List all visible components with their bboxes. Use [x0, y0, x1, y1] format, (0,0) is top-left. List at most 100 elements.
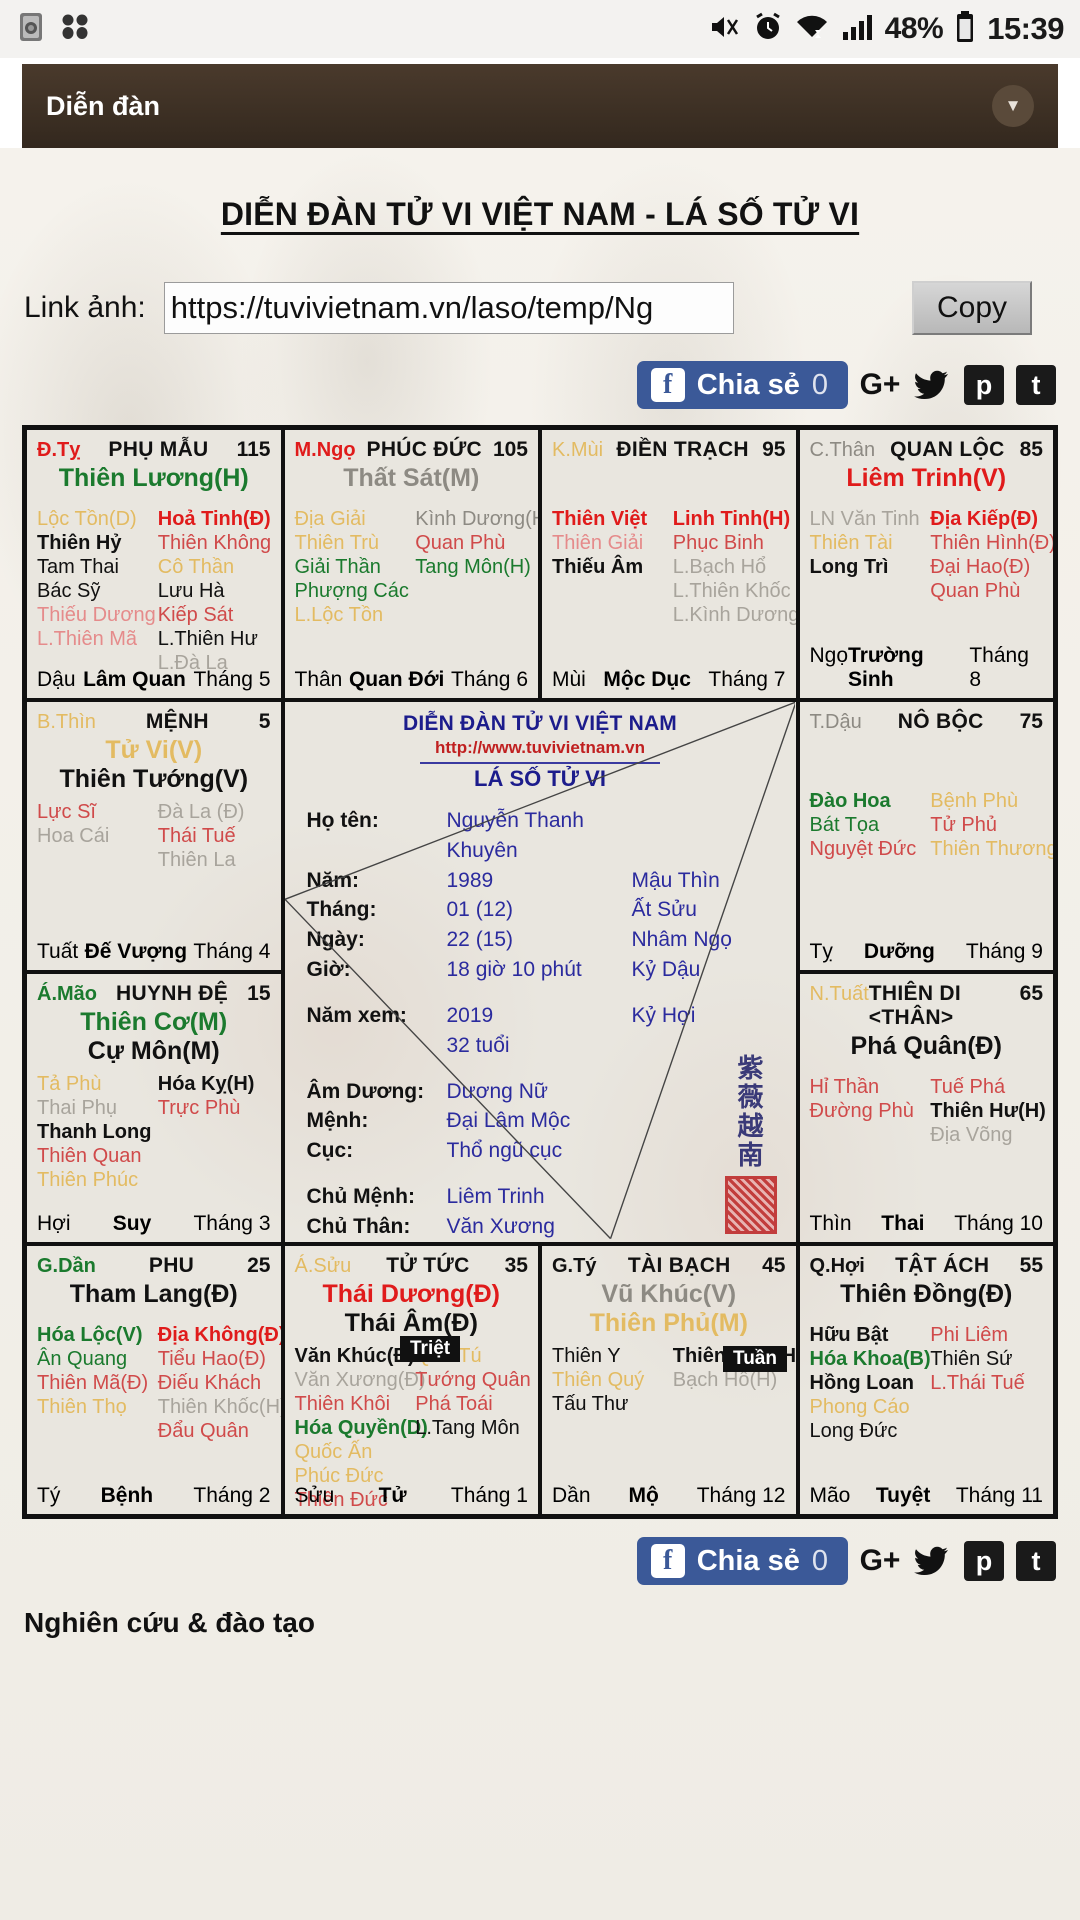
android-status-bar: 48% 15:39	[0, 0, 1080, 58]
cell-phase: Tuyệt	[875, 1484, 931, 1507]
cell-phase: Mộ	[628, 1484, 659, 1507]
cell-left-stars: LN Văn Tinh Thiên Tài Long Trì	[809, 508, 920, 578]
chart-cell[interactable]: N.Tuất THIÊN DI <THÂN> 65 Phá Quân(Đ) Hỉ T…	[797, 972, 1055, 1244]
chart-cell[interactable]: G.Dần PHU 25 Tham Lang(Đ) Hóa Lộc(V) Ân Qua…	[25, 1244, 283, 1516]
cell-branch-bottom: Dần	[552, 1484, 591, 1507]
cell-palace: ĐIỀN TRẠCH	[616, 438, 749, 461]
cell-left-stars: Lộc Tồn(D) Thiên Hỷ Tam Thai Bác Sỹ Thiếu Dư…	[37, 508, 156, 650]
cell-palace: TỬ TỨC	[386, 1254, 470, 1277]
cell-branch: K.Mùi	[552, 439, 604, 461]
alarm-icon	[753, 12, 783, 47]
cell-month: Tháng 6	[450, 668, 528, 691]
copy-button[interactable]: Copy	[912, 281, 1032, 335]
cell-branch: G.Tý	[552, 1255, 597, 1277]
chart-cell[interactable]: Đ.Tỵ PHỤ MẪU 115 Thiên Lương(H) Lộc Tồn(D)…	[25, 428, 283, 700]
tuan-tag: Tuần	[723, 1346, 787, 1372]
triet-tag: Triệt	[400, 1336, 461, 1362]
chart-cell[interactable]: C.Thân QUAN LỘC 85 Liêm Trinh(V) LN Văn Ti…	[797, 428, 1055, 700]
cell-right-stars: Phi Liêm Thiên Sứ L.Thái Tuế	[930, 1324, 1025, 1394]
chevron-down-icon[interactable]: ▼	[992, 85, 1034, 127]
birth-info-panel: DIỄN ĐÀN TỬ VI VIỆT NAM http://www.tuviv…	[282, 700, 798, 1244]
cell-age: 25	[247, 1254, 271, 1277]
twitter-icon[interactable]	[912, 365, 952, 405]
cell-branch-bottom: Tý	[37, 1484, 61, 1507]
cell-month: Tháng 8	[969, 644, 1029, 691]
pinterest-icon[interactable]: p	[964, 365, 1004, 405]
cell-left-stars: Lực Sĩ Hoa Cái	[37, 801, 110, 847]
cell-phase: Thai	[881, 1212, 925, 1235]
cell-age: 105	[492, 438, 528, 461]
cell-age: 35	[504, 1254, 528, 1277]
cell-left-stars: Hỉ Thần Đường Phù	[809, 1076, 914, 1122]
seal-char: 紫	[737, 1053, 764, 1084]
cell-age: 45	[762, 1254, 786, 1277]
chart-cell[interactable]: Á.Sửu TỬ TỨC 35 Thái Dương(Đ) Thái Âm(Đ) Vă…	[282, 1244, 540, 1516]
cell-branch: Á.Mão	[37, 983, 97, 1005]
cell-right-stars: Hoả Tinh(Đ) Thiên Không Cô Thần Lưu Hà Kiếp …	[157, 508, 272, 674]
facebook-share-button[interactable]: f Chia sẻ 0	[636, 361, 848, 409]
cell-age: 85	[1019, 438, 1043, 461]
cell-main-stars: Tham Lang(Đ)	[69, 1280, 238, 1308]
cell-right-stars: Đà La (Đ) Thái Tuế Thiên La	[157, 801, 245, 871]
chart-cell[interactable]: Á.Mão HUYNH ĐỆ 15 Thiên Cơ(M) Cự Môn(M) Tả …	[25, 972, 283, 1244]
cell-branch-bottom: Hợi	[37, 1212, 71, 1235]
cell-branch-bottom: Thân	[294, 668, 343, 691]
info-row: Năm: 1989 Mậu Thìn	[306, 868, 720, 892]
cell-age: 95	[762, 438, 786, 461]
cell-branch: Đ.Tỵ	[37, 439, 81, 461]
cell-main-stars: Thiên Đồng(Đ)	[840, 1280, 1013, 1308]
info-row: Họ tên: Nguyễn Thanh Khuyên	[306, 809, 584, 862]
battery-percent: 48%	[884, 12, 944, 45]
cell-palace: TÀI BẠCH	[627, 1254, 731, 1277]
cell-month: Tháng 4	[193, 940, 271, 963]
status-left-icons	[16, 11, 92, 48]
cell-phase: Quan Đới	[348, 668, 445, 691]
red-seal-stamp	[724, 1176, 777, 1234]
cell-main-stars: Phá Quân(Đ)	[850, 1032, 1002, 1060]
seal-char: 越	[737, 1111, 764, 1142]
apps-icon	[60, 13, 92, 46]
cell-phase: Đế Vượng	[84, 940, 188, 963]
cell-phase: Lâm Quan	[83, 668, 186, 691]
cell-phase: Suy	[112, 1212, 152, 1235]
cell-right-stars: Địa Kiếp(Đ) Thiên Hình(Đ) Đại Hao(Đ) Quan P…	[930, 508, 1055, 602]
mute-icon	[709, 12, 741, 47]
share-row-top: f Chia sẻ 0 G+ p t	[0, 361, 1080, 409]
cell-left-stars: Hóa Lộc(V) Ân Quang Thiên Mã(Đ) Thiên Thọ	[37, 1324, 149, 1418]
seal-char: 薇	[737, 1082, 764, 1113]
chart-cell[interactable]: Q.Hợi TẬT ÁCH 55 Thiên Đồng(Đ) Hữu Bật Hóa …	[797, 1244, 1055, 1516]
facebook-share-button[interactable]: f Chia sẻ 0	[636, 1537, 848, 1585]
seal-char: 南	[737, 1140, 764, 1171]
cell-branch: Á.Sửu	[294, 1255, 352, 1277]
chart-cell[interactable]: K.Mùi ĐIỀN TRẠCH 95 Thiên Việt Thiên Giải Th…	[540, 428, 798, 700]
chart-cell[interactable]: M.Ngọ PHÚC ĐỨC 105 Thất Sát(M) Địa Giải Thi…	[282, 428, 540, 700]
center-url: http://www.tuvivietnam.vn	[435, 738, 645, 757]
cell-palace: THIÊN DI <THÂN>	[868, 982, 962, 1029]
cell-phase: Tử	[378, 1484, 407, 1507]
tumblr-icon[interactable]: t	[1016, 1541, 1056, 1581]
status-right-icons: 48% 15:39	[709, 10, 1064, 48]
twitter-icon[interactable]	[912, 1541, 952, 1581]
google-plus-icon[interactable]: G+	[859, 368, 901, 401]
google-plus-icon[interactable]: G+	[859, 1544, 901, 1577]
chart-cell[interactable]: B.Thìn MỆNH 5 Tử Vi(V) Thiên Tướng(V) Lực S…	[25, 700, 283, 972]
clock-time: 15:39	[987, 11, 1064, 46]
chart-cell[interactable]: G.Tý TÀI BẠCH 45 Vũ Khúc(V) Thiên Phủ(M) Th…	[540, 1244, 798, 1516]
cell-month: Tháng 11	[955, 1484, 1043, 1507]
cell-palace: PHỤ MẪU	[108, 438, 209, 461]
cell-month: Tháng 7	[708, 668, 786, 691]
seal-block: 紫 薇 越 南	[720, 1053, 782, 1234]
pinterest-icon[interactable]: p	[964, 1541, 1004, 1581]
tumblr-icon[interactable]: t	[1016, 365, 1056, 405]
app-title: Diễn đàn	[46, 90, 161, 121]
chart-cell[interactable]: T.Dậu NÔ BỘC 75 Đào Hoa Bát Tọa Nguyệt Đức B…	[797, 700, 1055, 972]
share-row-bottom: f Chia sẻ 0 G+ p t	[0, 1537, 1080, 1585]
footer-text: Nghiên cứu & đào tạo	[24, 1607, 315, 1638]
facebook-share-count: 0	[811, 1544, 828, 1577]
center-title: DIỄN ĐÀN TỬ VI VIỆT NAM	[402, 712, 678, 735]
facebook-share-count: 0	[811, 368, 828, 401]
image-link-row: Link ảnh: Copy	[0, 281, 1080, 335]
cell-branch: Q.Hợi	[809, 1255, 865, 1277]
image-link-input[interactable]	[163, 282, 734, 334]
astrology-chart: Đ.Tỵ PHỤ MẪU 115 Thiên Lương(H) Lộc Tồn(D)…	[22, 425, 1058, 1519]
